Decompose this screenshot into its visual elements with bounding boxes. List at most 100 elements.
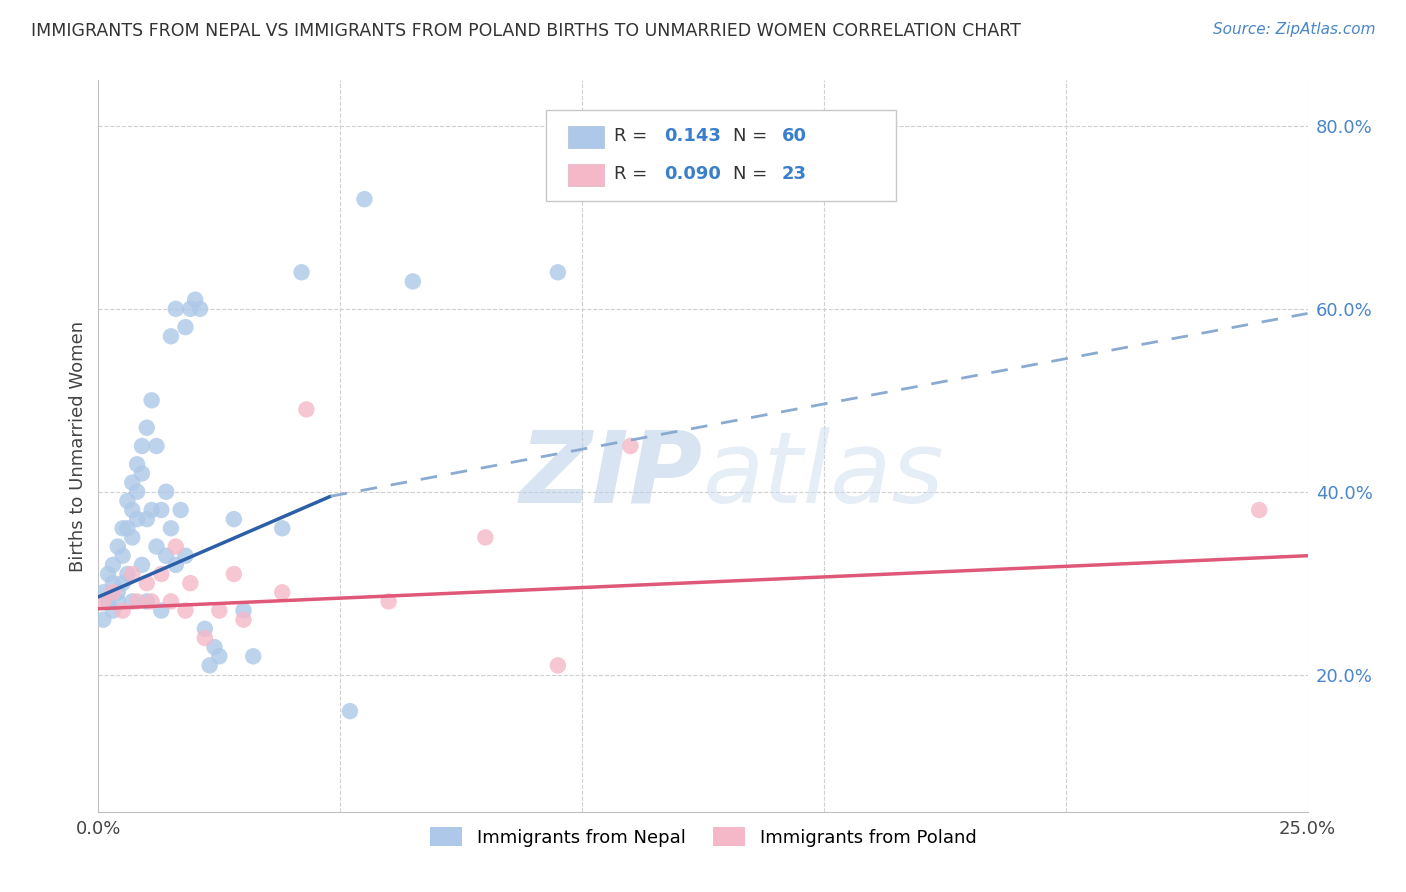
FancyBboxPatch shape bbox=[568, 126, 603, 148]
Point bbox=[232, 613, 254, 627]
Legend: Immigrants from Nepal, Immigrants from Poland: Immigrants from Nepal, Immigrants from P… bbox=[422, 820, 984, 854]
Point bbox=[165, 540, 187, 554]
Point bbox=[121, 567, 143, 582]
Point bbox=[97, 567, 120, 582]
Text: 23: 23 bbox=[782, 165, 807, 184]
Point bbox=[141, 393, 163, 408]
Point bbox=[135, 421, 157, 435]
Point bbox=[91, 613, 114, 627]
Point bbox=[111, 576, 134, 591]
Text: IMMIGRANTS FROM NEPAL VS IMMIGRANTS FROM POLAND BIRTHS TO UNMARRIED WOMEN CORREL: IMMIGRANTS FROM NEPAL VS IMMIGRANTS FROM… bbox=[31, 22, 1021, 40]
Point bbox=[174, 549, 197, 563]
Point bbox=[141, 503, 163, 517]
Point bbox=[117, 521, 139, 535]
Point bbox=[127, 512, 149, 526]
Y-axis label: Births to Unmarried Women: Births to Unmarried Women bbox=[69, 320, 87, 572]
Point bbox=[402, 275, 425, 289]
Point bbox=[141, 594, 163, 608]
Point bbox=[547, 265, 569, 279]
Point bbox=[174, 603, 197, 617]
Point bbox=[169, 503, 191, 517]
Text: 0.090: 0.090 bbox=[664, 165, 721, 184]
Point bbox=[174, 320, 197, 334]
Point bbox=[339, 704, 361, 718]
Point bbox=[377, 594, 399, 608]
Point bbox=[194, 631, 217, 645]
Point bbox=[198, 658, 221, 673]
Point bbox=[150, 567, 173, 582]
Text: R =: R = bbox=[613, 127, 652, 145]
Point bbox=[160, 594, 183, 608]
Point bbox=[160, 521, 183, 535]
Point bbox=[135, 512, 157, 526]
Point bbox=[194, 622, 217, 636]
Point bbox=[295, 402, 318, 417]
Point bbox=[188, 301, 211, 316]
Point bbox=[179, 576, 201, 591]
Point bbox=[131, 439, 153, 453]
Text: atlas: atlas bbox=[703, 426, 945, 524]
Point bbox=[150, 603, 173, 617]
Point bbox=[127, 458, 149, 472]
Point bbox=[101, 576, 124, 591]
Point bbox=[117, 567, 139, 582]
Point bbox=[107, 540, 129, 554]
Point bbox=[101, 603, 124, 617]
Point bbox=[160, 329, 183, 343]
Point bbox=[222, 512, 245, 526]
Point bbox=[111, 521, 134, 535]
Point bbox=[111, 603, 134, 617]
Point bbox=[222, 567, 245, 582]
Point bbox=[107, 594, 129, 608]
Text: Source: ZipAtlas.com: Source: ZipAtlas.com bbox=[1212, 22, 1375, 37]
Point bbox=[208, 649, 231, 664]
Point bbox=[91, 594, 114, 608]
Point bbox=[1249, 503, 1271, 517]
Point bbox=[97, 594, 120, 608]
Point bbox=[127, 594, 149, 608]
Point bbox=[290, 265, 312, 279]
Point bbox=[101, 558, 124, 572]
Point bbox=[271, 585, 294, 599]
Point bbox=[117, 493, 139, 508]
Point bbox=[145, 439, 167, 453]
Point bbox=[547, 658, 569, 673]
Point bbox=[204, 640, 226, 655]
FancyBboxPatch shape bbox=[568, 164, 603, 186]
Point bbox=[121, 530, 143, 544]
Point bbox=[619, 439, 641, 453]
Text: N =: N = bbox=[734, 127, 773, 145]
Point bbox=[111, 549, 134, 563]
Point bbox=[121, 475, 143, 490]
Point bbox=[107, 585, 129, 599]
Text: R =: R = bbox=[613, 165, 652, 184]
Point bbox=[179, 301, 201, 316]
Point bbox=[165, 301, 187, 316]
Text: ZIP: ZIP bbox=[520, 426, 703, 524]
Point bbox=[101, 585, 124, 599]
Point bbox=[127, 484, 149, 499]
Point bbox=[145, 540, 167, 554]
Point bbox=[474, 530, 496, 544]
Point bbox=[135, 594, 157, 608]
Point bbox=[155, 549, 177, 563]
Point bbox=[135, 576, 157, 591]
Point bbox=[165, 558, 187, 572]
Point bbox=[184, 293, 207, 307]
Point bbox=[121, 503, 143, 517]
Text: 60: 60 bbox=[782, 127, 807, 145]
Point bbox=[208, 603, 231, 617]
Point bbox=[353, 192, 375, 206]
Point bbox=[121, 594, 143, 608]
Text: 0.143: 0.143 bbox=[664, 127, 721, 145]
Point bbox=[150, 503, 173, 517]
Point bbox=[131, 467, 153, 481]
Point bbox=[131, 558, 153, 572]
Text: N =: N = bbox=[734, 165, 773, 184]
FancyBboxPatch shape bbox=[546, 110, 897, 201]
Point bbox=[242, 649, 264, 664]
Point bbox=[271, 521, 294, 535]
Point bbox=[155, 484, 177, 499]
Point bbox=[232, 603, 254, 617]
Point bbox=[91, 585, 114, 599]
